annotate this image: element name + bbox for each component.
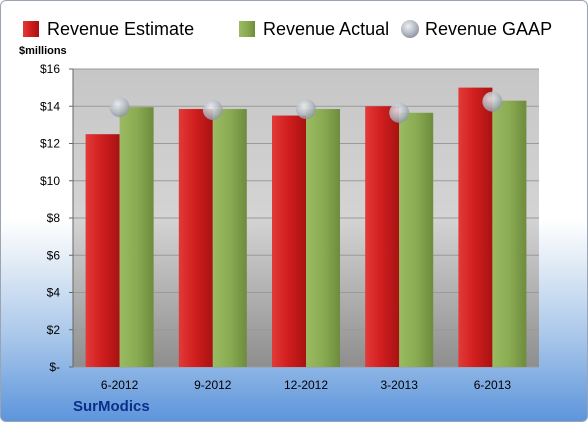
x-tick-label: 3-2013 bbox=[381, 378, 419, 392]
x-tick-label: 12-2012 bbox=[284, 378, 328, 392]
y-tick-label: $4 bbox=[47, 286, 61, 300]
y-tick-label: $12 bbox=[40, 137, 60, 151]
y-tick-label: $- bbox=[49, 360, 60, 374]
legend: Revenue Estimate Revenue Actual Revenue GA… bbox=[23, 19, 552, 39]
legend-swatch bbox=[23, 21, 39, 37]
x-tick-label: 9-2012 bbox=[194, 378, 232, 392]
bar-revenue-actual bbox=[212, 109, 247, 367]
bar-revenue-actual bbox=[399, 112, 434, 367]
gaap-markers bbox=[109, 91, 503, 123]
marker-revenue-gaap bbox=[482, 91, 503, 112]
y-tick-label: $10 bbox=[40, 174, 60, 188]
bar-revenue-estimate bbox=[178, 109, 213, 367]
unit-label: $millions bbox=[19, 45, 67, 57]
bar-revenue-actual bbox=[119, 107, 154, 368]
marker-revenue-gaap bbox=[389, 102, 410, 123]
legend-swatch-revenue-gaap bbox=[401, 20, 419, 38]
legend-label: Revenue Actual bbox=[263, 19, 389, 39]
bars bbox=[85, 87, 527, 368]
y-tick-label: $6 bbox=[47, 248, 61, 262]
marker-revenue-gaap bbox=[296, 99, 316, 120]
y-tick-label: $14 bbox=[40, 99, 60, 113]
marker-revenue-gaap bbox=[202, 99, 223, 120]
y-axis: $- $2 $4 $6 $8 $10 $12 $14 $16 bbox=[40, 62, 74, 374]
y-tick-label: $16 bbox=[40, 62, 60, 76]
bar-revenue-estimate bbox=[85, 134, 120, 367]
marker-revenue-gaap bbox=[109, 97, 130, 118]
brand-label: SurModics bbox=[73, 398, 150, 415]
x-tick-label: 6-2012 bbox=[101, 378, 139, 392]
legend-label: Revenue Estimate bbox=[47, 19, 194, 39]
y-tick-label: $2 bbox=[47, 323, 61, 337]
x-tick-label: 6-2013 bbox=[474, 378, 512, 392]
bar-revenue-estimate bbox=[272, 115, 306, 367]
bar-revenue-actual bbox=[492, 100, 527, 367]
y-tick-label: $8 bbox=[47, 211, 61, 225]
bar-revenue-estimate bbox=[458, 87, 493, 367]
x-axis: 6-2012 9-2012 12-2012 3-2013 6-2013 bbox=[101, 378, 511, 392]
legend-label: Revenue GAAP bbox=[425, 19, 552, 39]
legend-swatch bbox=[239, 21, 255, 37]
bar-revenue-estimate bbox=[365, 106, 400, 367]
bar-revenue-actual bbox=[306, 109, 340, 367]
